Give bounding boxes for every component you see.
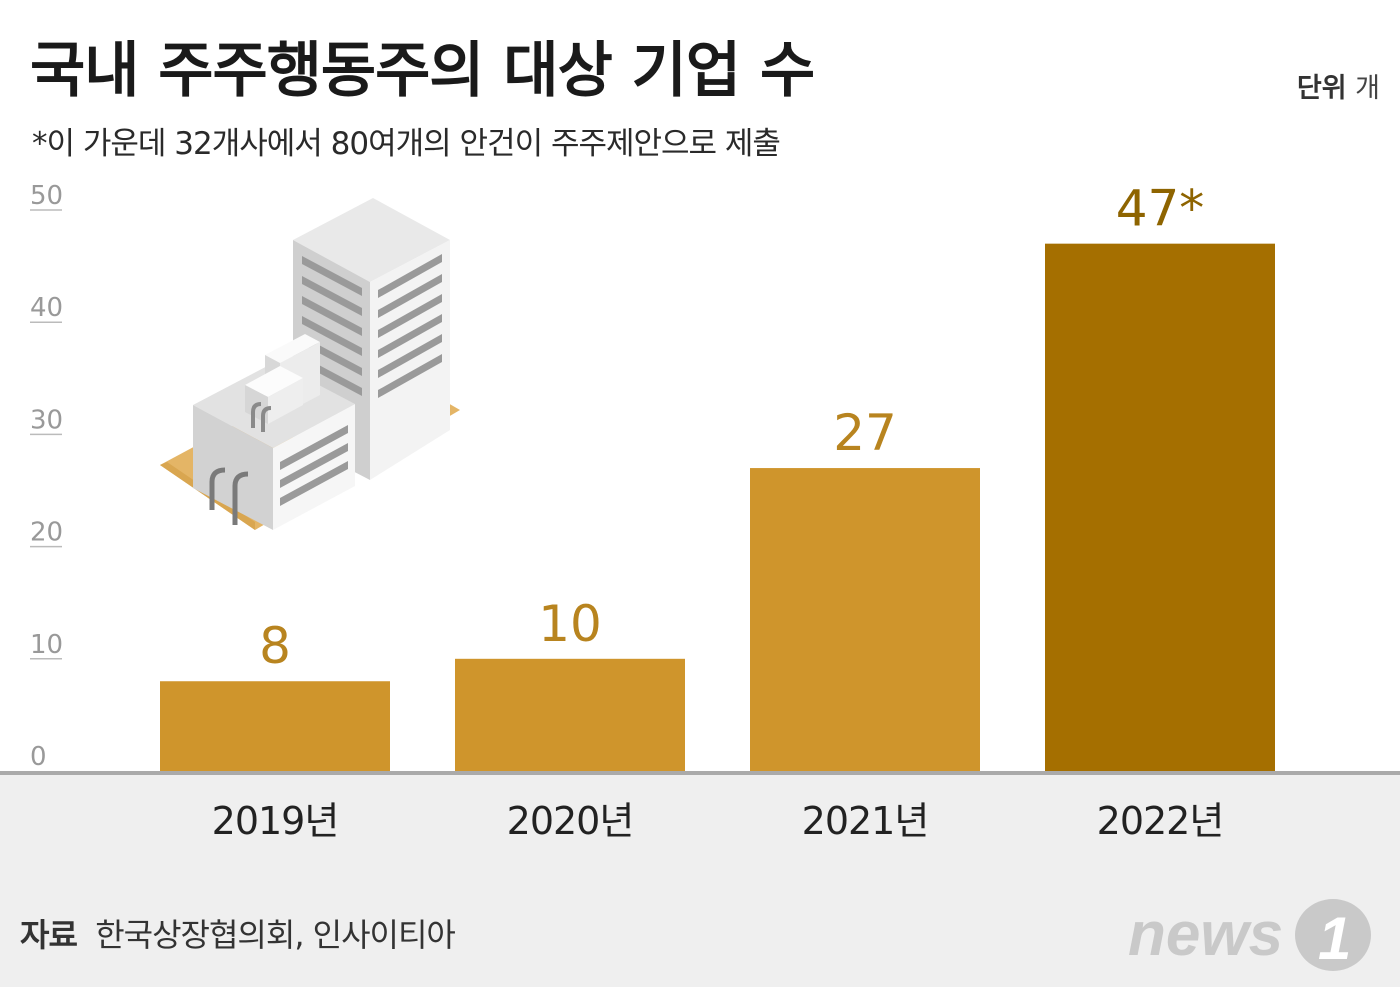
low-left-face	[193, 405, 273, 530]
chart-title: 국내 주주행동주의 대상 기업 수	[30, 36, 815, 106]
bar-2020년	[455, 658, 685, 771]
unit-label: 단위	[1296, 73, 1347, 104]
news1-logo: news 1	[1128, 899, 1371, 972]
footer-band	[0, 772, 1400, 987]
y-tick-label-0: 0	[30, 742, 47, 772]
category-label-2022년: 2022년	[1097, 799, 1224, 843]
tower-windows	[302, 254, 442, 398]
logo-mark: 1	[1318, 905, 1351, 972]
y-tick-label-40: 40	[30, 293, 63, 323]
value-label-2020년: 10	[538, 595, 602, 653]
value-label-2019년: 8	[259, 617, 291, 675]
unit-note: 단위 개	[1297, 66, 1380, 105]
y-tick-label-50: 50	[30, 181, 63, 211]
chart-subtitle: *이 가운데 32개사에서 80여개의 안건이 주주제안으로 제출	[32, 126, 781, 162]
value-label-2022년: 47*	[1116, 180, 1205, 238]
bars-group: 8 2019년 10 2020년 27 2021년 47* 2022년	[160, 180, 1275, 843]
pipe-shape	[209, 467, 226, 510]
low-windows	[280, 425, 348, 506]
value-label-2021년: 27	[833, 404, 897, 462]
bar-2021년	[750, 468, 980, 771]
tower-roof	[293, 198, 450, 282]
logo-circle	[1295, 899, 1371, 971]
logo-text: news	[1128, 900, 1283, 969]
bar-2022년	[1045, 243, 1275, 771]
category-label-2020년: 2020년	[507, 799, 634, 843]
unit-value: 개	[1355, 73, 1380, 104]
source-text: 한국상장협의회, 인사이티아	[95, 916, 456, 954]
y-axis: 0 10 20 30 40 50	[30, 181, 63, 772]
y-tick-label-30: 30	[30, 405, 63, 435]
source-note: 자료 한국상장협의회, 인사이티아	[20, 910, 456, 956]
category-label-2021년: 2021년	[802, 799, 929, 843]
category-label-2019년: 2019년	[212, 799, 339, 843]
y-tick-label-10: 10	[30, 630, 63, 660]
y-tick-label-20: 20	[30, 518, 63, 548]
source-label: 자료	[20, 916, 78, 954]
building-illustration	[160, 198, 460, 530]
bar-2019년	[160, 681, 390, 771]
